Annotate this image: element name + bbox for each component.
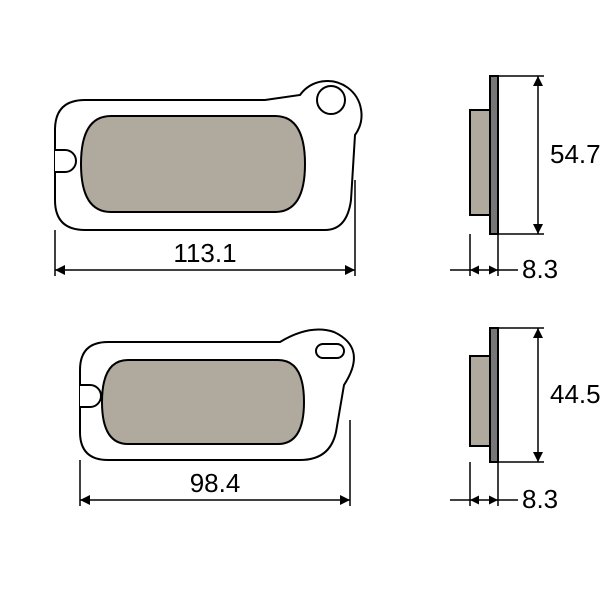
pad2-front-view: 98.4 xyxy=(80,330,354,506)
pad1-side-view: 54.7 8.3 xyxy=(450,76,600,284)
pad1-front-view: 113.1 xyxy=(55,81,362,276)
dimension-label: 8.3 xyxy=(522,484,558,514)
dimension-label: 54.7 xyxy=(550,139,600,169)
pad2-side-view: 44.5 8.3 xyxy=(450,328,600,514)
dimension-label: 113.1 xyxy=(173,238,236,268)
dimension-label: 8.3 xyxy=(522,254,558,284)
dimension-label: 44.5 xyxy=(550,379,600,409)
dimension-label: 98.4 xyxy=(190,468,241,498)
